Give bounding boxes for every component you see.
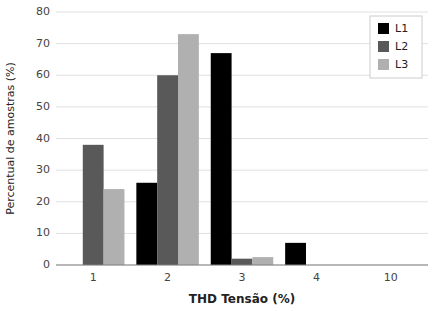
legend: L1 L2 L3 — [370, 16, 422, 78]
bar — [157, 75, 178, 265]
bar — [211, 53, 232, 265]
chart-svg: 0 10 20 30 40 50 60 70 80 1 2 3 4 10 THD Tensão (%) Per… — [0, 0, 438, 311]
bar — [252, 257, 273, 265]
grid-line — [56, 265, 428, 266]
legend-label: L2 — [395, 40, 408, 53]
bar — [178, 34, 199, 265]
x-tick-label: 2 — [164, 271, 171, 284]
y-tick-label: 30 — [36, 163, 50, 176]
y-tick-label: 20 — [36, 195, 50, 208]
grid — [56, 12, 428, 265]
y-tick-label: 0 — [43, 258, 50, 271]
legend-box — [370, 16, 422, 78]
x-tick-label: 1 — [90, 271, 97, 284]
legend-label: L3 — [395, 58, 408, 71]
grid-line — [56, 138, 428, 139]
bar — [285, 243, 306, 265]
bar — [104, 189, 125, 265]
grid-line — [56, 106, 428, 107]
grid-line — [56, 170, 428, 171]
legend-swatch — [378, 59, 389, 70]
bar — [83, 145, 104, 265]
bar — [232, 259, 253, 265]
y-axis-label: Percentual de amostras (%) — [4, 62, 17, 215]
y-tick-label: 50 — [36, 100, 50, 113]
grid-line — [56, 12, 428, 13]
y-tick-label: 40 — [36, 132, 50, 145]
y-tick-label: 60 — [36, 68, 50, 81]
x-tick-label: 10 — [384, 271, 398, 284]
x-tick-label: 3 — [239, 271, 246, 284]
chart-container: 0 10 20 30 40 50 60 70 80 1 2 3 4 10 THD Tensão (%) Per… — [0, 0, 438, 311]
y-tick-label: 80 — [36, 5, 50, 18]
y-tick-label: 10 — [36, 226, 50, 239]
bars — [83, 34, 306, 265]
x-axis-line — [56, 265, 428, 266]
y-tick-label: 70 — [36, 37, 50, 50]
x-tick-label: 4 — [313, 271, 320, 284]
legend-label: L1 — [395, 22, 408, 35]
x-axis-label: THD Tensão (%) — [189, 292, 295, 306]
legend-swatch — [378, 23, 389, 34]
legend-swatch — [378, 41, 389, 52]
bar — [136, 183, 157, 265]
